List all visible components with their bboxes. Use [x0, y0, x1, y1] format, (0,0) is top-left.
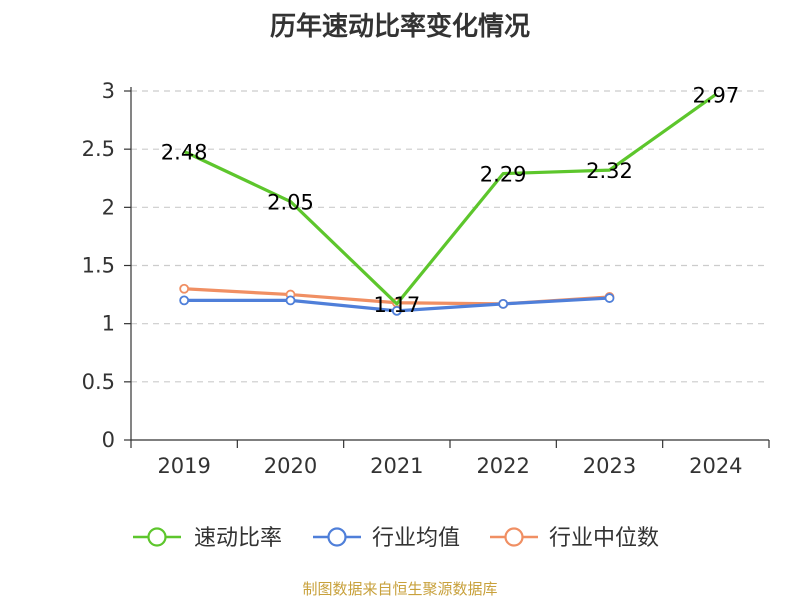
x-tick-label: 2022 [476, 454, 529, 478]
legend-item-2[interactable]: 行业中位数 [490, 526, 659, 551]
data-label: 1.17 [373, 293, 420, 317]
axes: 0 0.5 1 1.5 2 2.5 3 2019 2020 2021 2022 2023 2024 [82, 79, 770, 478]
legend-label: 行业均值 [372, 526, 460, 551]
y-tick-label: 3 [102, 79, 115, 103]
legend-item-1[interactable]: 行业均值 [313, 526, 460, 551]
legend-marker [147, 527, 167, 547]
legend-item-0[interactable]: 速动比率 [133, 526, 282, 551]
series-point-2 [179, 283, 190, 294]
y-tick-label: 1.5 [82, 254, 115, 278]
y-tick-label: 2 [102, 195, 115, 219]
x-tick-label: 2020 [264, 454, 317, 478]
series-line-0 [183, 93, 717, 306]
legend-label: 行业中位数 [549, 526, 659, 551]
data-label: 2.29 [480, 163, 527, 187]
series [179, 93, 717, 316]
series-point-1 [498, 298, 509, 309]
legend-label: 速动比率 [194, 526, 282, 551]
x-tick-label: 2021 [370, 454, 423, 478]
legend[interactable]: 速动比率 行业均值 行业中位数 [133, 526, 659, 551]
legend-marker [504, 527, 524, 547]
y-tick-label: 0.5 [82, 370, 115, 394]
series-point-1 [604, 293, 615, 303]
series-point-1 [179, 295, 190, 306]
data-label: 2.32 [586, 159, 633, 183]
x-tick-label: 2019 [157, 454, 210, 478]
data-label: 2.48 [161, 140, 208, 164]
source-note: 制图数据来自恒生聚源数据库 [302, 580, 498, 598]
data-label: 2.97 [692, 83, 739, 107]
series-point-1 [391, 305, 402, 316]
x-tick-label: 2023 [583, 454, 636, 478]
y-tick-label: 2.5 [82, 137, 115, 161]
chart-title: 历年速动比率变化情况 [269, 12, 530, 42]
legend-marker [327, 527, 347, 547]
y-tick-label: 1 [102, 312, 115, 336]
grid [131, 90, 769, 383]
x-tick-label: 2024 [689, 454, 742, 478]
series-point-1 [285, 295, 296, 306]
data-labels: 2.48 2.05 1.17 2.29 2.32 2.97 [161, 83, 739, 316]
data-label: 2.05 [267, 191, 314, 215]
y-tick-label: 0 [102, 428, 115, 452]
